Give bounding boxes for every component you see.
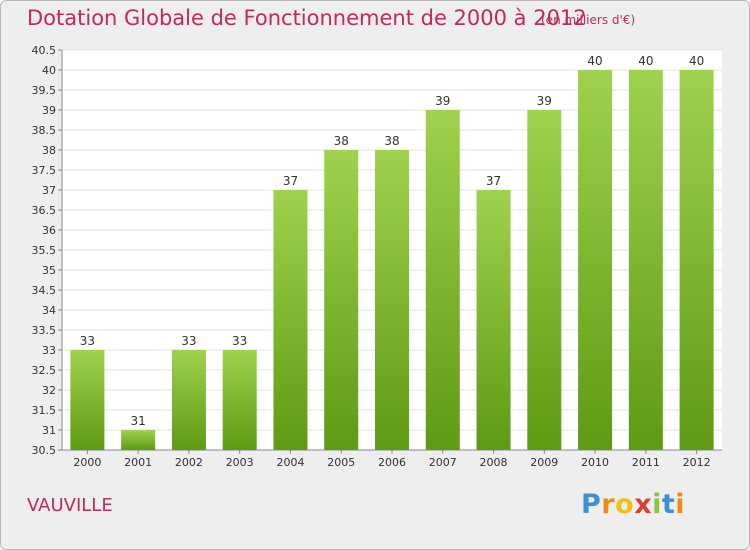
y-tick-label: 39.5 (32, 84, 57, 97)
data-label: 40 (638, 54, 653, 68)
y-tick-label: 32.5 (32, 364, 57, 377)
x-tick-label: 2012 (683, 456, 711, 469)
y-tick-label: 37.5 (32, 164, 57, 177)
data-label: 38 (334, 134, 349, 148)
y-tick-label: 31 (42, 424, 56, 437)
y-tick-label: 33.5 (32, 324, 57, 337)
x-tick-label: 2006 (378, 456, 406, 469)
x-tick-label: 2011 (632, 456, 660, 469)
bar (222, 350, 257, 450)
y-tick-label: 37 (42, 184, 56, 197)
x-tick-label: 2003 (226, 456, 254, 469)
x-tick-label: 2008 (480, 456, 508, 469)
x-tick-label: 2005 (327, 456, 355, 469)
x-tick-label: 2000 (73, 456, 101, 469)
data-label: 33 (80, 334, 95, 348)
data-label: 37 (283, 174, 298, 188)
x-tick-label: 2010 (581, 456, 609, 469)
data-label: 40 (689, 54, 704, 68)
y-tick-label: 38.5 (32, 124, 57, 137)
data-label: 38 (384, 134, 399, 148)
logo-letter: i (652, 489, 662, 520)
bar (628, 70, 663, 450)
y-tick-label: 33 (42, 344, 56, 357)
data-label: 39 (537, 94, 552, 108)
data-label: 39 (435, 94, 450, 108)
y-tick-label: 39 (42, 104, 56, 117)
logo-letter: o (615, 489, 635, 520)
y-tick-label: 38 (42, 144, 56, 157)
commune-name: VAUVILLE (27, 495, 113, 516)
logo-letter: x (634, 489, 653, 520)
bar (527, 110, 562, 450)
y-tick-label: 34 (42, 304, 56, 317)
bar (171, 350, 206, 450)
y-tick-label: 32 (42, 384, 56, 397)
bar (121, 430, 156, 450)
chart-title: Dotation Globale de Fonctionnement de 20… (27, 6, 587, 30)
x-tick-label: 2001 (124, 456, 152, 469)
bar (679, 70, 714, 450)
x-tick-label: 2009 (530, 456, 558, 469)
logo-letter: P (581, 489, 602, 520)
data-label: 31 (131, 414, 146, 428)
logo-letter: i (675, 489, 686, 520)
y-tick-label: 36 (42, 224, 56, 237)
y-tick-label: 34.5 (32, 284, 57, 297)
y-tick-label: 36.5 (32, 204, 57, 217)
y-tick-label: 35.5 (32, 244, 57, 257)
bar (476, 190, 511, 450)
logo-letter: t (661, 489, 676, 520)
bar (425, 110, 460, 450)
y-tick-label: 31.5 (32, 404, 57, 417)
bar (375, 150, 409, 450)
y-tick-label: 30.5 (32, 444, 57, 457)
proxiti-logo: Proxiti (581, 489, 685, 520)
x-tick-label: 2007 (429, 456, 457, 469)
data-label: 37 (486, 174, 501, 188)
y-tick-label: 40.5 (32, 44, 57, 57)
bar (578, 70, 613, 450)
bar (70, 350, 105, 450)
data-label: 33 (181, 334, 196, 348)
logo-letter: r (601, 489, 616, 520)
chart-unit: (en milliers d'€) (541, 13, 636, 27)
y-tick-label: 40 (42, 64, 56, 77)
bar (324, 150, 359, 450)
x-tick-label: 2002 (175, 456, 203, 469)
data-label: 33 (232, 334, 247, 348)
data-label: 40 (587, 54, 602, 68)
y-tick-label: 35 (42, 264, 56, 277)
x-tick-label: 2004 (276, 456, 304, 469)
bar (273, 190, 308, 450)
